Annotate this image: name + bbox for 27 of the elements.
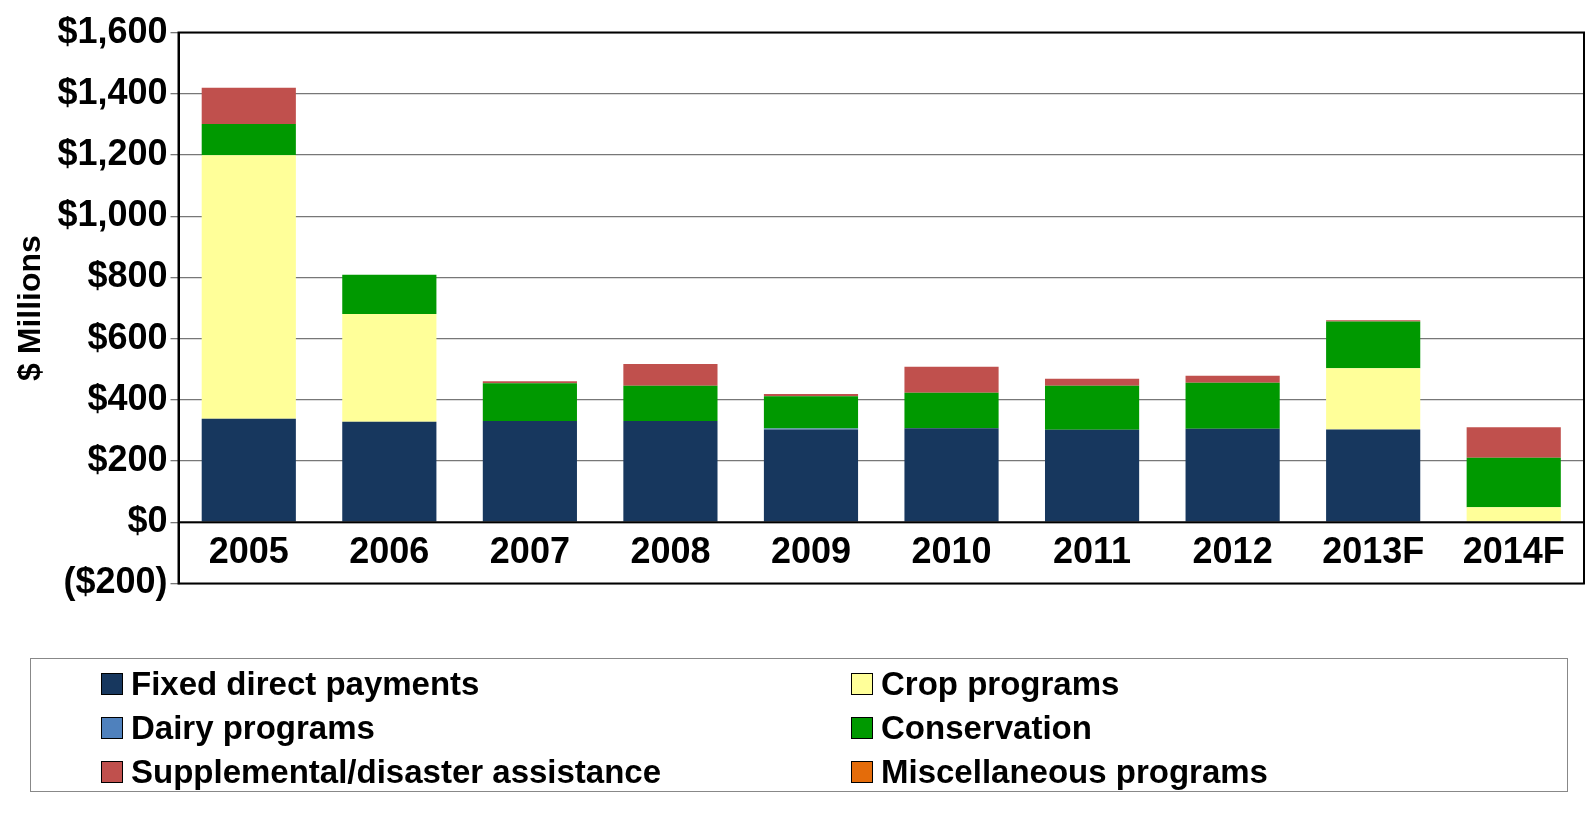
x-tick-label: 2009 — [770, 529, 852, 571]
x-tick-label: 2012 — [1192, 529, 1273, 571]
y-tick-label: $1,000 — [57, 193, 168, 235]
x-tick-label: 2011 — [1053, 529, 1132, 571]
x-tick-label: 2006 — [349, 529, 430, 571]
legend-label: Fixed direct payments — [131, 665, 480, 703]
legend-label: Conservation — [881, 709, 1092, 747]
x-tick-label: 2008 — [630, 529, 711, 571]
x-tick-label: 2013F — [1322, 529, 1425, 571]
y-tick-label: $1,400 — [57, 70, 168, 112]
y-axis-title: $ Millions — [11, 235, 48, 381]
x-tick-label: 2007 — [489, 529, 570, 571]
legend-label: Supplemental/disaster assistance — [131, 753, 662, 791]
y-tick-label: $400 — [87, 376, 168, 418]
legend-label: Miscellaneous programs — [881, 753, 1268, 791]
legend-label: Crop programs — [881, 665, 1120, 703]
x-tick-label: 2010 — [911, 529, 992, 571]
y-tick-label: $600 — [87, 315, 168, 357]
x-tick-label: 2005 — [208, 529, 289, 571]
legend-label: Dairy programs — [131, 709, 375, 747]
y-tick-label: ($200) — [63, 560, 168, 602]
y-tick-label: $1,200 — [57, 131, 168, 173]
y-tick-label: $1,600 — [57, 9, 168, 51]
y-tick-label: $0 — [127, 499, 168, 541]
y-tick-label: $200 — [87, 437, 168, 479]
y-tick-label: $800 — [87, 254, 168, 296]
x-tick-label: 2014F — [1462, 529, 1565, 571]
